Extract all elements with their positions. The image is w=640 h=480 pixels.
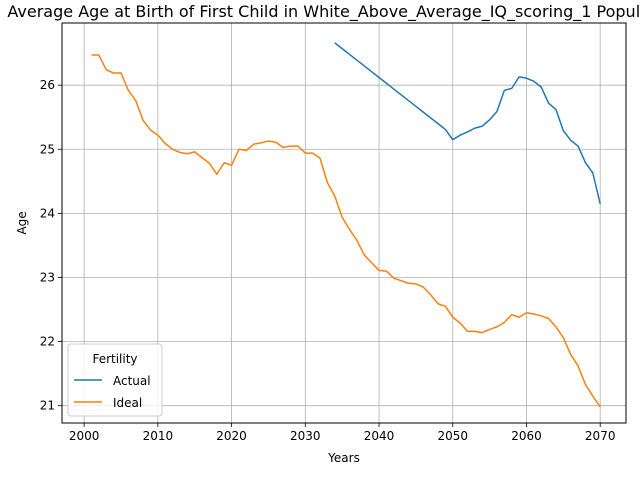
legend-label-ideal: Ideal	[113, 396, 142, 410]
y-axis-label: Age	[15, 211, 29, 234]
legend-label-actual: Actual	[113, 374, 151, 388]
y-tick-label: 25	[40, 142, 55, 156]
plot-frame	[61, 22, 627, 424]
x-tick-label: 2010	[143, 429, 174, 443]
series-line-ideal	[91, 54, 601, 408]
x-axis-ticks: 2000 2010 2020 2030 2040 2050 2060 2070	[69, 423, 616, 443]
x-tick-label: 2020	[216, 429, 247, 443]
x-tick-label: 2070	[585, 429, 616, 443]
legend-box	[67, 343, 163, 417]
y-axis-ticks: 21 22 23 24 25 26	[40, 78, 62, 413]
chart-title: Average Age at Birth of First Child in W…	[7, 2, 640, 22]
y-tick-label: 26	[40, 78, 55, 92]
x-axis-label: Years	[327, 451, 360, 465]
legend: Fertility Actual Ideal	[67, 343, 163, 417]
y-tick-label: 22	[40, 335, 55, 349]
y-tick-label: 24	[40, 206, 55, 220]
legend-title: Fertility	[92, 352, 137, 366]
series-line-actual	[334, 42, 601, 204]
x-tick-label: 2000	[69, 429, 100, 443]
y-tick-label: 23	[40, 270, 55, 284]
y-tick-label: 21	[40, 399, 55, 413]
series-lines	[91, 42, 601, 408]
x-tick-label: 2050	[437, 429, 468, 443]
x-tick-label: 2030	[290, 429, 321, 443]
x-tick-label: 2060	[511, 429, 542, 443]
x-tick-label: 2040	[364, 429, 395, 443]
